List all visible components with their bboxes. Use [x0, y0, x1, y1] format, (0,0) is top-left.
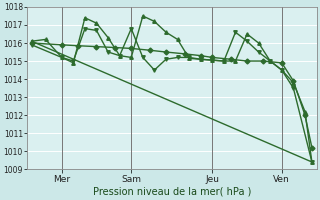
X-axis label: Pression niveau de la mer( hPa ): Pression niveau de la mer( hPa ) — [92, 187, 251, 197]
